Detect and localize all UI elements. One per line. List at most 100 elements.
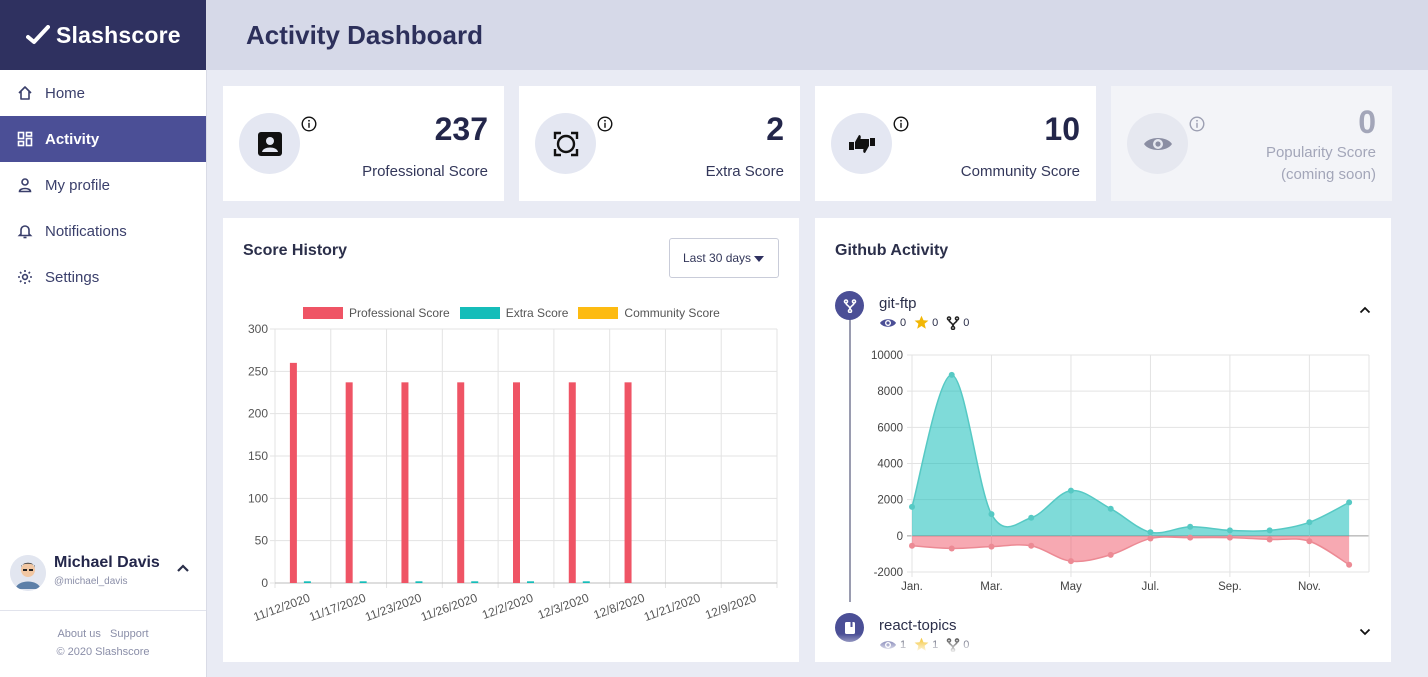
user-meta: Michael Davis @michael_davis (54, 553, 160, 587)
data-point (1067, 558, 1074, 565)
sidebar-item-label: Activity (45, 130, 100, 148)
data-point (1067, 487, 1074, 494)
community-score-value: 10 (1044, 111, 1080, 147)
community-score-label: Community Score (960, 163, 1080, 180)
y-tick-label: 150 (248, 449, 268, 463)
support-link[interactable]: Support (110, 628, 149, 640)
data-point (948, 371, 955, 378)
git-ftp-activity-chart: -2000 0 2000 4000 6000 8000 10000 Jan. Mar. May Ju… (871, 350, 1370, 593)
info-icon[interactable] (597, 116, 613, 132)
data-point (1107, 505, 1114, 512)
avatar (10, 555, 46, 591)
bell-icon (16, 222, 34, 240)
x-tick-label: Jul. (1141, 581, 1159, 593)
data-point (1107, 551, 1114, 558)
x-tick-label: 12/3/2020 (536, 591, 591, 623)
date-range-value: Last 30 days (683, 251, 752, 265)
bar-extra-score (359, 581, 367, 583)
y-tick-label: 0 (261, 576, 268, 590)
gear-icon (16, 268, 34, 286)
data-point (948, 545, 955, 552)
extra-score-label: Extra Score (705, 163, 784, 180)
sidebar: Slashscore Home Activity My profile Noti… (0, 0, 207, 677)
y-tick-label: 100 (248, 491, 268, 505)
x-tick-label: 11/12/2020 (252, 591, 313, 625)
info-icon[interactable] (1189, 116, 1205, 132)
sidebar-nav: Home Activity My profile Notifications S… (0, 70, 206, 300)
x-tick-label: 12/2/2020 (480, 591, 535, 623)
eye-icon (880, 318, 896, 327)
eye-icon (1127, 113, 1188, 174)
repo-stats: 0 0 0 (879, 315, 977, 330)
x-tick-label: Sep. (1218, 581, 1242, 593)
dashboard-icon (16, 130, 34, 148)
x-tick-label: 12/9/2020 (703, 591, 758, 623)
x-tick-label: 11/26/2020 (419, 591, 480, 625)
legend-item-professional[interactable]: Professional Score (303, 306, 450, 320)
forks-count: 0 (963, 316, 970, 329)
repo-name[interactable]: react-topics (879, 617, 957, 634)
date-range-select[interactable]: Last 30 days (669, 238, 779, 278)
repo-name[interactable]: git-ftp (879, 295, 917, 312)
sidebar-item-activity[interactable]: Activity (0, 116, 206, 162)
bar-professional-score (568, 382, 576, 583)
data-point (1266, 536, 1273, 543)
scroll-fade (815, 634, 1391, 662)
professional-score-label: Professional Score (362, 163, 488, 180)
y-tick-label: 8000 (877, 386, 903, 398)
y-tick-label: 2000 (877, 495, 903, 507)
data-point (1346, 561, 1353, 568)
github-activity-panel: Github Activity git-ftp 0 0 0 -2000 0 2000… (815, 218, 1391, 662)
brand-name: Slashscore (56, 21, 181, 48)
x-tick-label: 11/17/2020 (307, 591, 368, 625)
data-point (1346, 499, 1353, 506)
slash-check-icon (26, 25, 50, 44)
sidebar-item-my-profile[interactable]: My profile (0, 162, 206, 208)
timeline-line (849, 318, 851, 602)
legend-label: Extra Score (505, 306, 569, 320)
brand-logo[interactable]: Slashscore (0, 0, 206, 70)
bar-extra-score (471, 581, 479, 583)
github-activity-title: Github Activity (835, 242, 949, 259)
about-link[interactable]: About us (57, 628, 101, 640)
legend-item-community[interactable]: Community Score (578, 306, 720, 320)
data-point (1187, 523, 1194, 530)
info-icon[interactable] (893, 116, 909, 132)
sidebar-item-notifications[interactable]: Notifications (0, 208, 206, 254)
score-history-chart: 05010015020025030011/12/202011/17/202011… (248, 322, 778, 625)
home-icon (16, 84, 34, 102)
popularity-score-label: Popularity Score (coming soon) (1266, 142, 1376, 186)
x-tick-label: Jan. (901, 581, 923, 593)
bar-professional-score (401, 382, 409, 583)
sidebar-item-home[interactable]: Home (0, 70, 206, 116)
info-icon[interactable] (301, 116, 317, 132)
popularity-score-title: Popularity Score (1265, 144, 1376, 161)
sidebar-footer: About us Support © 2020 Slashscore (0, 625, 206, 661)
sidebar-item-label: Notifications (45, 222, 127, 240)
bar-professional-score (513, 382, 520, 583)
data-point (1226, 534, 1233, 541)
bar-professional-score (345, 382, 353, 583)
bar-extra-score (582, 581, 590, 583)
sidebar-item-settings[interactable]: Settings (0, 254, 206, 300)
y-tick-label: 6000 (877, 422, 903, 434)
data-point (1306, 519, 1313, 526)
y-tick-label: 10000 (871, 350, 903, 362)
sidebar-item-label: Settings (45, 268, 100, 286)
data-point (1226, 527, 1233, 534)
score-history-title: Score History (243, 242, 348, 259)
data-point (909, 542, 915, 549)
bar-professional-score (289, 362, 297, 583)
caret-down-icon (754, 256, 764, 262)
chevron-up-icon[interactable] (176, 563, 190, 573)
data-point (1028, 542, 1035, 549)
fork-icon (946, 315, 960, 330)
legend-swatch (303, 307, 343, 319)
legend-item-extra[interactable]: Extra Score (459, 306, 569, 320)
y-tick-label: 0 (897, 531, 903, 543)
focus-frame-icon (535, 113, 596, 174)
series-positive-line (911, 374, 1350, 534)
chevron-up-icon[interactable] (1359, 306, 1371, 314)
user-card[interactable]: Michael Davis @michael_davis (0, 553, 206, 611)
person-card-icon (239, 113, 300, 174)
